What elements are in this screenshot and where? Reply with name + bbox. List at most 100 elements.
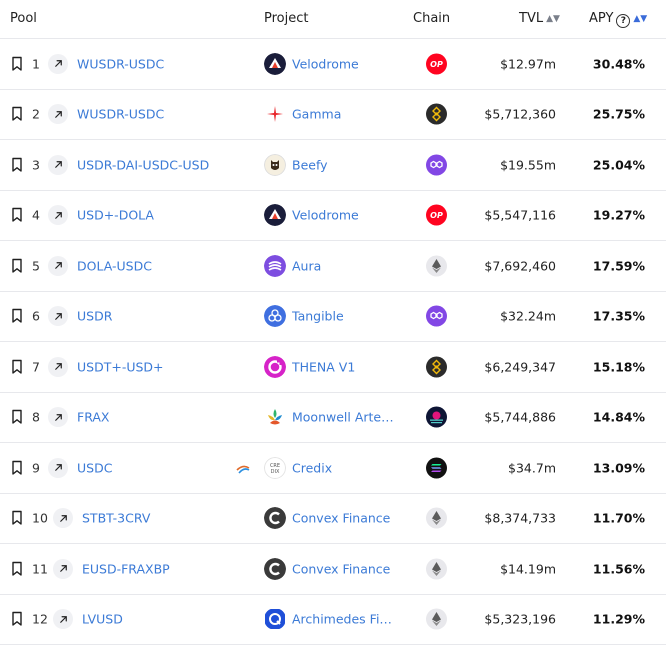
header-tvl[interactable]: TVL▲▼ — [519, 11, 560, 26]
moonbeam-chain-icon[interactable] — [426, 407, 447, 428]
convex-logo-icon — [264, 507, 286, 529]
help-icon[interactable]: ? — [616, 14, 630, 28]
pool-link[interactable]: USDT+-USD+ — [77, 359, 164, 374]
project-link[interactable]: Archimedes Fi… — [292, 612, 392, 627]
solana-chain-icon[interactable] — [426, 457, 447, 478]
moonwell-logo-icon — [264, 406, 286, 428]
external-link-icon[interactable] — [53, 609, 73, 629]
row-apy: 19.27% — [593, 208, 645, 223]
project-link[interactable]: Convex Finance — [292, 561, 390, 576]
project-link[interactable]: Aura — [292, 258, 321, 273]
ethereum-chain-icon[interactable] — [426, 558, 447, 579]
bookmark-icon[interactable] — [11, 56, 23, 72]
pool-link[interactable]: USD+-DOLA — [77, 208, 154, 223]
external-link-icon[interactable] — [48, 205, 68, 225]
pool-link[interactable]: EUSD-FRAXBP — [82, 561, 170, 576]
external-link-icon[interactable] — [48, 306, 68, 326]
row-rank: 11 — [32, 561, 48, 576]
ethereum-chain-icon[interactable] — [426, 255, 447, 276]
pool-link[interactable]: USDC — [77, 460, 112, 475]
pool-link[interactable]: WUSDR-USDC — [77, 107, 164, 122]
svg-text:OP: OP — [430, 211, 443, 220]
external-link-icon[interactable] — [48, 256, 68, 276]
external-link-icon[interactable] — [48, 458, 68, 478]
bookmark-icon[interactable] — [11, 409, 23, 425]
bookmark-icon[interactable] — [11, 510, 23, 526]
external-link-icon[interactable] — [53, 508, 73, 528]
external-link-icon[interactable] — [53, 559, 73, 579]
bookmark-icon[interactable] — [11, 157, 23, 173]
external-link-icon[interactable] — [48, 155, 68, 175]
bookmark-icon[interactable] — [11, 460, 23, 476]
bookmark-icon[interactable] — [11, 308, 23, 324]
pool-link[interactable]: DOLA-USDC — [77, 258, 152, 273]
row-rank: 6 — [32, 309, 40, 324]
external-link-icon[interactable] — [48, 407, 68, 427]
optimism-chain-icon[interactable]: OP — [426, 53, 447, 74]
pool-link[interactable]: FRAX — [77, 410, 109, 425]
project-link[interactable]: Tangible — [292, 309, 344, 324]
pool-link[interactable]: USDR-DAI-USDC-USD — [77, 157, 209, 172]
sort-active-icon[interactable]: ▲▼ — [633, 14, 647, 24]
bsc-chain-icon[interactable] — [426, 104, 447, 125]
row-rank: 8 — [32, 410, 40, 425]
ethereum-chain-icon[interactable] — [426, 508, 447, 529]
external-link-icon[interactable] — [48, 357, 68, 377]
velodrome-logo-icon — [264, 53, 286, 75]
bsc-chain-icon[interactable] — [426, 356, 447, 377]
ethereum-chain-icon[interactable] — [426, 609, 447, 630]
row-apy: 17.35% — [593, 309, 645, 324]
gamma-logo-icon — [264, 103, 286, 125]
header-apy[interactable]: APY?▲▼ — [589, 11, 647, 28]
table-row[interactable]: 12 LVUSD Archimedes Fi… $5,323,196 11.29% — [0, 595, 666, 645]
polygon-chain-icon[interactable] — [426, 306, 447, 327]
velodrome-logo-icon — [264, 204, 286, 226]
project-link[interactable]: Velodrome — [292, 208, 359, 223]
pool-link[interactable]: LVUSD — [82, 612, 123, 627]
external-link-icon[interactable] — [48, 104, 68, 124]
project-link[interactable]: THENA V1 — [292, 359, 355, 374]
polygon-chain-icon[interactable] — [426, 154, 447, 175]
convex-logo-icon — [264, 558, 286, 580]
pool-link[interactable]: WUSDR-USDC — [77, 56, 164, 71]
project-link[interactable]: Moonwell Arte… — [292, 410, 394, 425]
row-rank: 2 — [32, 107, 40, 122]
bookmark-icon[interactable] — [11, 359, 23, 375]
row-rank: 12 — [32, 612, 48, 627]
sort-icon[interactable]: ▲▼ — [546, 14, 560, 24]
pool-link[interactable]: USDR — [77, 309, 112, 324]
row-apy: 11.29% — [593, 612, 645, 627]
row-tvl: $7,692,460 — [484, 258, 556, 273]
bookmark-icon[interactable] — [11, 106, 23, 122]
project-link[interactable]: Beefy — [292, 157, 328, 172]
external-link-icon[interactable] — [48, 54, 68, 74]
bookmark-icon[interactable] — [11, 611, 23, 627]
project-link[interactable]: Gamma — [292, 107, 341, 122]
bookmark-icon[interactable] — [11, 258, 23, 274]
project-link[interactable]: Velodrome — [292, 56, 359, 71]
row-apy: 13.09% — [593, 460, 645, 475]
row-tvl: $5,547,116 — [484, 208, 556, 223]
row-tvl: $5,323,196 — [484, 612, 556, 627]
aura-logo-icon — [264, 255, 286, 277]
beefy-logo-icon — [264, 154, 286, 176]
optimism-chain-icon[interactable]: OP — [426, 205, 447, 226]
bookmark-icon[interactable] — [11, 207, 23, 223]
project-link[interactable]: Convex Finance — [292, 511, 390, 526]
header-tvl-label: TVL — [519, 11, 543, 26]
pool-link[interactable]: STBT-3CRV — [82, 511, 150, 526]
project-link[interactable]: Credix — [292, 460, 332, 475]
bookmark-icon[interactable] — [11, 561, 23, 577]
